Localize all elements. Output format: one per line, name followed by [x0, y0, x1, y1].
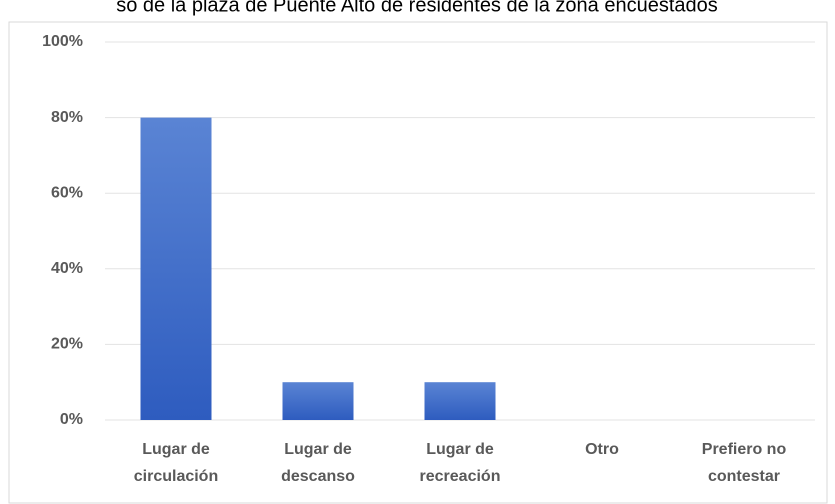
- x-tick-label: contestar: [708, 468, 780, 485]
- y-tick-label: 100%: [42, 33, 83, 50]
- y-tick-label: 40%: [51, 260, 83, 277]
- x-tick-label: Otro: [585, 441, 619, 458]
- x-tick-label: Lugar de: [142, 441, 210, 458]
- x-tick-label: recreación: [420, 468, 501, 485]
- chart-frame: [8, 21, 828, 504]
- bar: [424, 382, 496, 420]
- x-tick-label: Prefiero no: [702, 441, 787, 458]
- y-tick-label: 80%: [51, 109, 83, 126]
- y-tick-label: 60%: [51, 184, 83, 201]
- x-tick-label: Lugar de: [426, 441, 494, 458]
- x-tick-label: Lugar de: [284, 441, 352, 458]
- y-tick-label: 0%: [60, 411, 83, 428]
- x-tick-label: circulación: [134, 468, 218, 485]
- y-tick-label: 20%: [51, 336, 83, 353]
- x-tick-label: descanso: [281, 468, 355, 485]
- chart-title: so de la plaza de Puente Alto de residen…: [116, 0, 718, 16]
- bar: [140, 117, 212, 420]
- bar: [282, 382, 354, 420]
